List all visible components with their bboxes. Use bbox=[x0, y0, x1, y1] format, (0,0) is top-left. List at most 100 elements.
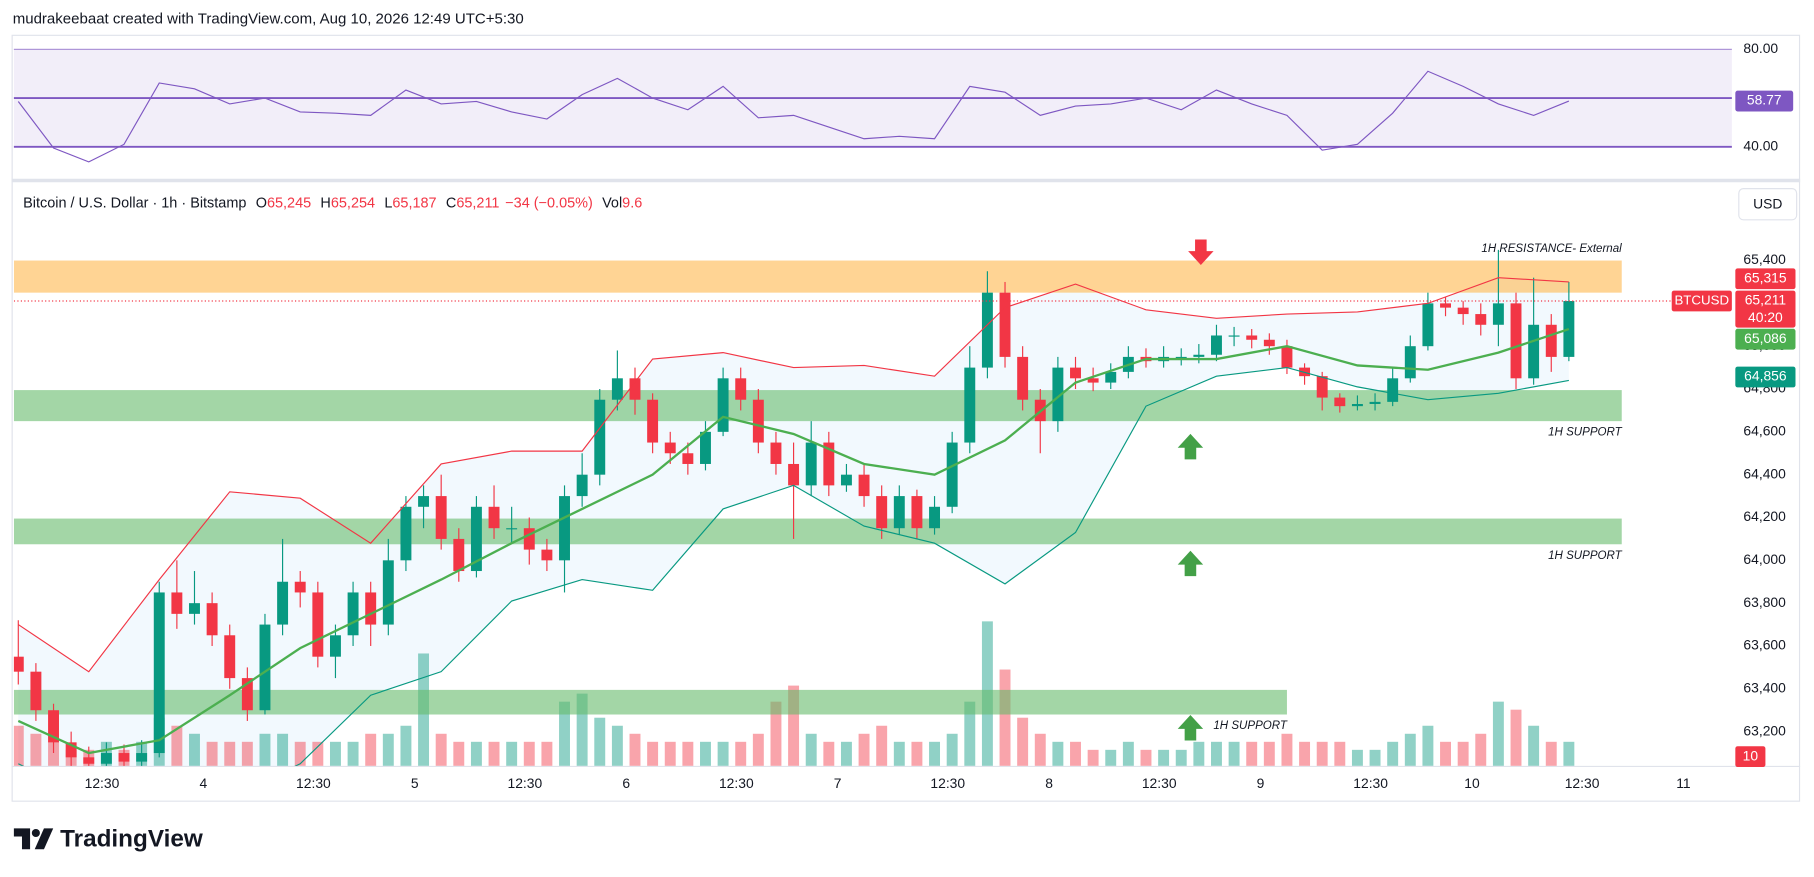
zone bbox=[13, 518, 1622, 545]
volume-bar bbox=[1175, 749, 1187, 766]
rsi-line bbox=[17, 70, 1570, 163]
legend: Bitcoin / U.S. Dollar · 1h · Bitstamp O65… bbox=[23, 195, 642, 211]
price-label-box bbox=[1735, 268, 1796, 290]
candle-body bbox=[241, 678, 253, 711]
candle-body bbox=[294, 581, 306, 593]
candle-body bbox=[876, 496, 888, 529]
candle-body bbox=[1404, 346, 1416, 379]
price-countdown: 40:20 bbox=[1748, 309, 1783, 325]
candle-body bbox=[647, 399, 659, 443]
volume-bar bbox=[435, 733, 447, 766]
candle-body bbox=[1281, 346, 1293, 368]
volume-bar bbox=[1299, 741, 1311, 766]
volume-bar bbox=[876, 725, 888, 766]
legend-value: 65,211 bbox=[456, 195, 499, 211]
legend-key: O bbox=[256, 195, 267, 211]
x-tick-label: 11 bbox=[1676, 775, 1691, 791]
candle-body bbox=[1510, 303, 1522, 379]
candle-body bbox=[1193, 354, 1205, 357]
volume-bar bbox=[664, 741, 676, 766]
volume-bar bbox=[1263, 741, 1275, 766]
volume-bar bbox=[1017, 717, 1029, 766]
candle-body bbox=[981, 292, 993, 368]
volume-bar bbox=[1316, 741, 1328, 766]
candle-body bbox=[206, 603, 218, 636]
candle-body bbox=[83, 757, 95, 764]
candle-body bbox=[171, 592, 183, 614]
candle-body bbox=[840, 474, 852, 486]
symbol-tag: BTCUSD bbox=[1674, 293, 1729, 308]
candle-body bbox=[946, 442, 958, 507]
zone-label: 1H SUPPORT bbox=[1548, 427, 1623, 439]
volume-bar bbox=[1528, 725, 1540, 766]
x-tick-label: 10 bbox=[1464, 775, 1480, 791]
volume-bar bbox=[1140, 749, 1152, 766]
candle-body bbox=[911, 496, 923, 529]
candle-body bbox=[48, 710, 59, 743]
candle-body bbox=[506, 528, 518, 530]
candle-body bbox=[629, 378, 641, 400]
volume-bar bbox=[1228, 741, 1240, 766]
x-tick-label: 6 bbox=[622, 775, 630, 791]
volume-bar bbox=[488, 741, 500, 766]
rsi-tick-label: 80.00 bbox=[1743, 40, 1778, 56]
candle-body bbox=[1545, 324, 1557, 357]
volume-bar bbox=[823, 741, 835, 766]
volume-bar bbox=[840, 741, 852, 766]
volume-bar bbox=[1105, 749, 1117, 766]
volume-bar bbox=[770, 701, 782, 766]
candle-body bbox=[312, 592, 324, 657]
y-tick-label: 63,800 bbox=[1743, 594, 1786, 610]
price-label: 65,211 bbox=[1745, 292, 1787, 308]
volume-bar bbox=[946, 733, 958, 766]
up-arrow bbox=[1177, 433, 1204, 460]
volume-bar bbox=[48, 741, 59, 766]
volume-bar bbox=[1510, 709, 1522, 766]
legend-key: H bbox=[320, 195, 330, 211]
legend-key: L bbox=[384, 195, 392, 211]
y-tick-label: 64,600 bbox=[1743, 423, 1786, 439]
candle-body bbox=[1105, 371, 1117, 383]
legend-value: 9.6 bbox=[622, 195, 642, 211]
header-text: mudrakeebaat created with TradingView.co… bbox=[13, 11, 524, 28]
candle-body bbox=[858, 474, 870, 497]
candle-body bbox=[1528, 324, 1540, 379]
volume-bar bbox=[893, 741, 905, 766]
legend-value: 65,187 bbox=[392, 195, 436, 211]
currency-button-label[interactable]: USD bbox=[1753, 195, 1782, 211]
volume-bar bbox=[576, 693, 588, 766]
volume-bar bbox=[682, 741, 694, 766]
candle-body bbox=[1475, 314, 1487, 325]
candle-body bbox=[30, 671, 42, 711]
price-label: 64,856 bbox=[1744, 368, 1787, 384]
candle-body bbox=[594, 399, 606, 475]
x-tick-label: 5 bbox=[411, 775, 419, 791]
candle-body bbox=[118, 753, 130, 762]
candle-body bbox=[1228, 335, 1240, 337]
candle-body bbox=[1017, 356, 1029, 400]
candle-body bbox=[523, 528, 535, 550]
volume-bar bbox=[1211, 741, 1222, 766]
volume-bar bbox=[1158, 749, 1170, 766]
candle-body bbox=[435, 496, 447, 539]
x-tick-label: 12:30 bbox=[930, 775, 965, 791]
candle-body bbox=[929, 506, 941, 529]
volume-bar bbox=[717, 741, 729, 766]
candle-body bbox=[488, 506, 500, 529]
x-tick-label: 12:30 bbox=[85, 775, 120, 791]
currency-button[interactable] bbox=[1738, 188, 1798, 221]
price-label-box bbox=[1735, 366, 1796, 388]
y-tick-label: 63,200 bbox=[1743, 722, 1786, 738]
candle-body bbox=[453, 538, 465, 572]
candle-body bbox=[13, 656, 24, 672]
legend-change: −34 (−0.05%) bbox=[505, 195, 593, 211]
logo-shape bbox=[31, 828, 40, 838]
candle-body bbox=[576, 474, 588, 497]
candle-body bbox=[100, 753, 112, 764]
volume-bar bbox=[1122, 741, 1134, 766]
volume-bar bbox=[30, 733, 42, 766]
symbol-tag-box bbox=[1671, 290, 1732, 312]
y-tick-label: 63,600 bbox=[1743, 637, 1786, 653]
candle-body bbox=[541, 549, 553, 561]
